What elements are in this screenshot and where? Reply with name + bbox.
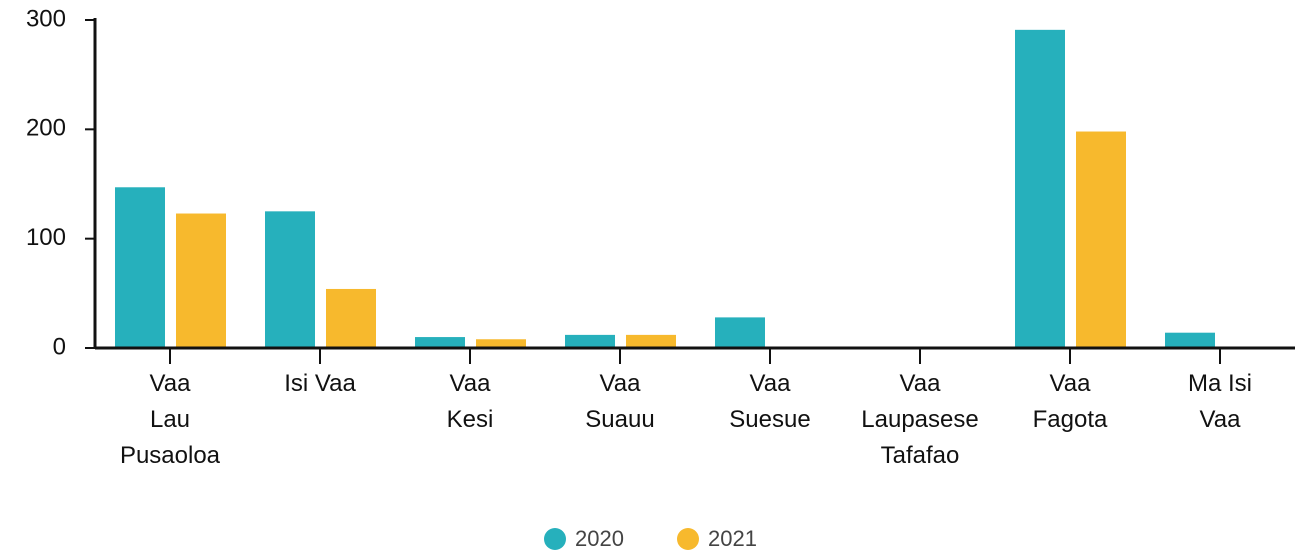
legend-label: 2020 (575, 526, 624, 550)
y-tick-label: 200 (26, 115, 66, 142)
x-tick-label: Vaa Fagota (1032, 370, 1108, 433)
bar (265, 211, 315, 348)
bar (176, 213, 226, 348)
bar (565, 334, 615, 348)
y-tick-label: 300 (26, 5, 66, 32)
bar (1076, 131, 1126, 348)
x-tick-label: Isi Vaa (284, 370, 356, 397)
x-tick-label: Ma Isi Vaa (1187, 370, 1252, 433)
bar (476, 339, 526, 348)
x-tick-label: Vaa Laupasese Tafafao (861, 370, 979, 469)
bar (326, 288, 376, 348)
x-tick-label: Vaa Lau Pusaoloa (119, 370, 221, 469)
legend-label: 2021 (708, 526, 757, 550)
bar (1015, 29, 1065, 349)
x-tick-label: Vaa Kesi (446, 370, 494, 433)
bar (626, 334, 676, 348)
legend-swatch (677, 528, 699, 550)
y-tick-label: 100 (26, 224, 66, 251)
bar (715, 317, 765, 348)
bar (115, 187, 165, 348)
y-tick-label: 0 (53, 333, 66, 360)
bar (415, 337, 465, 348)
legend-swatch (544, 528, 566, 550)
bar (1165, 332, 1215, 348)
x-tick-label: Vaa Suauu (585, 370, 655, 433)
x-tick-label: Vaa Suesue (729, 370, 811, 433)
